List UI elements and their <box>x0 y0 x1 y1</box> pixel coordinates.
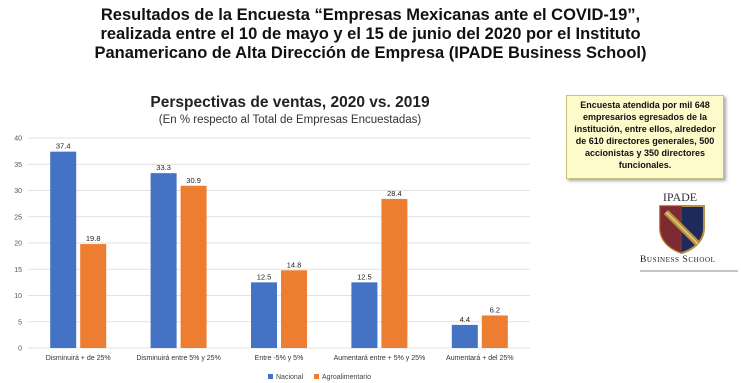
y-tick-label: 25 <box>14 214 22 221</box>
data-label: 12.5 <box>357 272 372 281</box>
data-label: 33.3 <box>156 163 171 172</box>
y-tick-label: 30 <box>14 188 22 195</box>
legend-label: Nacional <box>276 374 304 381</box>
y-tick-label: 40 <box>14 136 22 143</box>
y-tick-label: 35 <box>14 162 22 169</box>
legend-swatch-nacional <box>268 374 273 379</box>
category-labels: Disminuirá + de 25% Disminuirá entre 5% y… <box>46 355 514 362</box>
data-label: 19.8 <box>86 234 101 243</box>
bar-agroalimentario <box>180 185 207 348</box>
category-label: Disminuirá entre 5% y 25% <box>136 355 220 362</box>
bars <box>50 151 508 348</box>
data-labels: 37.4 19.8 33.3 30.9 12.5 14.8 12.5 28.4 4.4 6.2 <box>56 142 500 324</box>
headline-line-1: Resultados de la Encuesta “Empresas Mexi… <box>100 6 641 24</box>
headline-line-2: realizada entre el 10 de mayo y el 15 de… <box>100 25 641 43</box>
y-tick-label: 0 <box>18 346 22 353</box>
bar-nacional <box>351 282 378 348</box>
headline-line-3: Panamericano de Alta Dirección de Empres… <box>94 44 647 62</box>
bar-agroalimentario <box>481 315 508 348</box>
logo-shield-icon <box>659 205 705 254</box>
bar-agroalimentario <box>80 244 107 348</box>
grid-lines <box>28 137 530 349</box>
data-label: 4.4 <box>460 315 470 324</box>
category-label: Disminuirá + de 25% <box>46 355 111 362</box>
data-label: 30.9 <box>186 176 201 185</box>
y-tick-label: 10 <box>14 293 22 300</box>
y-tick-label: 5 <box>18 319 22 326</box>
bar-agroalimentario <box>281 270 307 348</box>
legend: Nacional Agroalimentario <box>268 374 371 381</box>
chart-title: Perspectivas de ventas, 2020 vs. 2019 <box>150 94 430 111</box>
data-label: 28.4 <box>387 189 402 198</box>
y-tick-label: 20 <box>14 241 22 248</box>
legend-label: Agroalimentario <box>322 374 371 381</box>
y-tick-label: 15 <box>14 267 22 274</box>
category-label: Aumentará entre + 5% y 25% <box>334 355 426 362</box>
bar-nacional <box>150 173 177 348</box>
data-label: 14.8 <box>287 260 302 269</box>
legend-swatch-agroalimentario <box>314 374 319 379</box>
category-label: Aumentará + del 25% <box>446 355 514 362</box>
survey-note-box: Encuesta atendida por mil 648 empresario… <box>566 95 724 179</box>
sales-chart: 0 5 10 15 20 25 30 35 40 37.4 19.8 33.3 30.9 12.5 14.… <box>14 136 530 381</box>
bar-nacional <box>50 151 77 348</box>
logo-school: Business School <box>640 255 716 265</box>
chart-subtitle: (En % respecto al Total de Empresas Encu… <box>158 114 422 126</box>
data-label: 6.2 <box>490 305 500 314</box>
bar-agroalimentario <box>381 198 408 348</box>
data-label: 37.4 <box>56 142 71 151</box>
headline: Resultados de la Encuesta “Empresas Mexi… <box>0 6 741 63</box>
y-axis-ticks: 0 5 10 15 20 25 30 35 40 <box>14 136 22 353</box>
logo-name: IPADE <box>662 190 698 204</box>
bar-nacional <box>251 282 277 348</box>
ipade-logo: IPADE Business School <box>640 190 738 276</box>
data-label: 12.5 <box>257 272 272 281</box>
bar-nacional <box>451 324 478 348</box>
logo-divider <box>640 270 738 272</box>
category-label: Entre -5% y 5% <box>255 355 304 362</box>
